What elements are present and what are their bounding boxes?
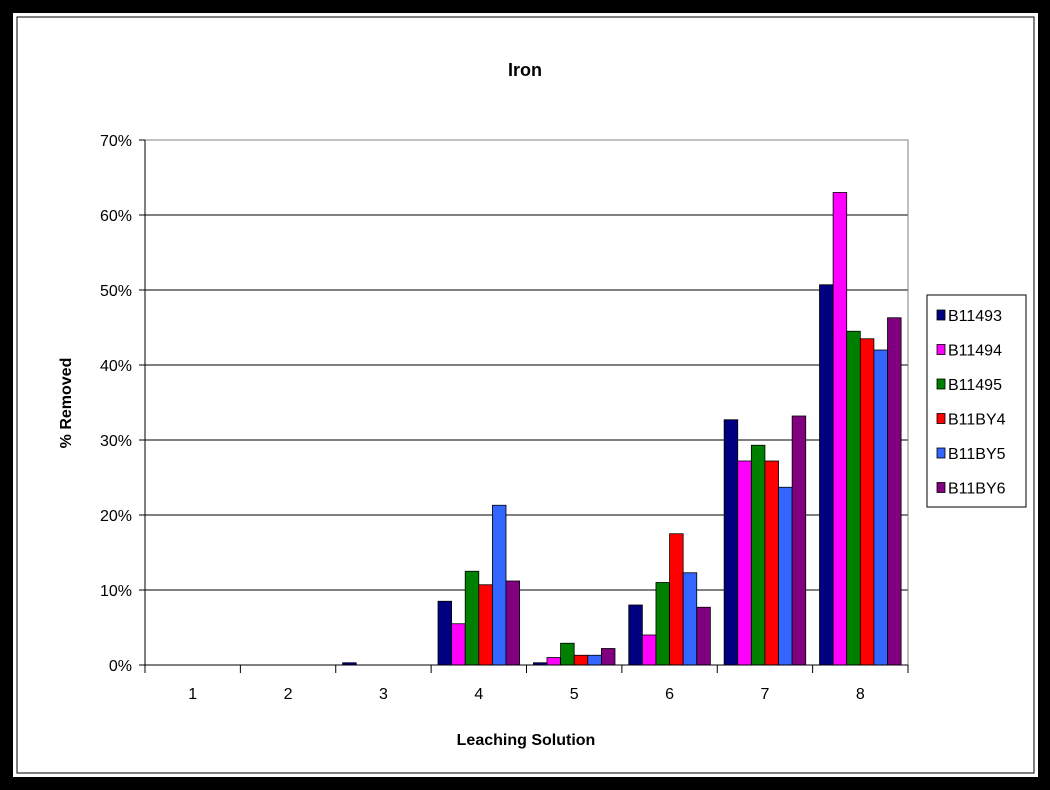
y-axis: 0% 10% 20% 30% 40% 50% 60% 70%: [100, 133, 146, 675]
bar: [669, 533, 684, 666]
y-tick-label: 0%: [109, 658, 132, 675]
legend-swatch: [936, 413, 946, 424]
y-tick-label: 20%: [100, 508, 132, 525]
bar: [819, 284, 834, 666]
bar: [505, 580, 521, 666]
x-tick-label: 5: [570, 686, 579, 703]
bar: [492, 504, 507, 666]
bar: [451, 623, 466, 666]
bar: [778, 486, 793, 666]
x-tick-label: 3: [379, 686, 388, 703]
bar: [655, 582, 670, 666]
legend-entry: B11493: [948, 308, 1002, 325]
chart-area-inner-border: [16, 16, 1035, 774]
y-tick-label: 60%: [100, 208, 132, 225]
bar: [478, 584, 493, 666]
legend-swatch: [936, 447, 946, 459]
bar: [764, 460, 779, 666]
x-axis: 1 2 3 4 5 6 7 8: [144, 664, 909, 703]
x-tick-label: 7: [760, 686, 769, 703]
legend-swatch: [936, 378, 946, 390]
bar: [791, 415, 807, 666]
bar: [682, 572, 698, 666]
legend-swatch: [936, 309, 946, 321]
bars: [342, 192, 902, 666]
x-tick-label: 6: [665, 686, 674, 703]
bar: [628, 604, 643, 666]
bar: [546, 657, 561, 666]
bar: [600, 648, 616, 666]
bar: [737, 460, 752, 666]
bar: [873, 349, 888, 666]
x-tick-label: 8: [856, 686, 865, 703]
legend-entry: B11495: [948, 377, 1002, 394]
x-tick-label: 1: [188, 686, 197, 703]
legend: B11493 B11494 B11495 B11BY4 B11BY5 B11BY6: [926, 294, 1027, 508]
bar: [750, 444, 766, 666]
bar: [723, 419, 739, 666]
bar: [560, 642, 575, 666]
legend-box: [926, 294, 1027, 508]
bar: [641, 634, 657, 666]
legend-swatch: [936, 344, 946, 355]
gridlines: [145, 214, 908, 591]
legend-entry: B11494: [948, 343, 1002, 360]
x-tick-label: 4: [474, 686, 483, 703]
bar: [846, 330, 861, 666]
x-tick-label: 2: [284, 686, 293, 703]
bar: [573, 654, 589, 666]
legend-entry: B11BY5: [948, 446, 1006, 463]
y-tick-label: 10%: [100, 583, 132, 600]
bar: [464, 570, 480, 666]
chart-title: Iron: [508, 60, 542, 80]
bar: [859, 338, 875, 666]
bar: [887, 317, 902, 666]
bar: [832, 192, 848, 666]
legend-entry: B11BY4: [948, 412, 1006, 429]
y-tick-label: 30%: [100, 433, 132, 450]
legend-entry: B11BY6: [948, 481, 1006, 498]
y-tick-label: 70%: [100, 133, 132, 150]
y-tick-label: 40%: [100, 358, 132, 375]
x-axis-label: Leaching Solution: [457, 732, 596, 749]
y-axis-label: % Removed: [58, 358, 75, 449]
legend-swatch: [936, 482, 946, 493]
bar: [587, 654, 602, 666]
bar: [437, 600, 453, 666]
bar: [696, 606, 711, 666]
y-tick-label: 50%: [100, 283, 132, 300]
